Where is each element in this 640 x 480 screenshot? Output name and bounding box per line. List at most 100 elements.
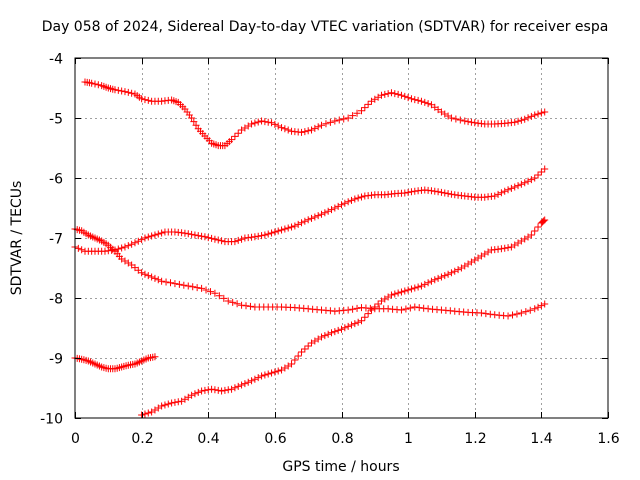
data-point — [361, 313, 369, 321]
data-point — [224, 297, 232, 305]
data-point — [364, 100, 372, 108]
data-point — [344, 306, 352, 314]
data-point — [161, 401, 169, 409]
data-point — [451, 267, 459, 275]
data-point — [482, 310, 490, 318]
data-point — [251, 233, 259, 241]
data-point — [211, 386, 219, 394]
data-point — [318, 210, 326, 218]
data-point — [541, 165, 549, 173]
data-point — [244, 378, 252, 386]
data-point — [522, 308, 530, 316]
data-point — [353, 304, 361, 312]
data-point — [507, 184, 515, 192]
data-point — [417, 282, 425, 290]
data-point — [238, 381, 246, 389]
data-point — [281, 125, 289, 133]
data-point — [497, 245, 505, 253]
data-point — [341, 199, 349, 207]
data-point — [541, 216, 549, 224]
data-point — [357, 193, 365, 201]
data-point — [461, 117, 469, 125]
data-point — [175, 280, 183, 288]
data-point — [198, 387, 206, 395]
data-point — [344, 322, 352, 330]
data-point — [201, 386, 209, 394]
data-point — [517, 309, 525, 317]
data-point — [361, 104, 369, 112]
data-point — [349, 305, 357, 313]
data-point — [204, 386, 212, 394]
data-point — [154, 276, 162, 284]
data-point — [201, 233, 209, 241]
data-point — [114, 245, 122, 253]
data-point — [144, 272, 152, 280]
data-point — [214, 386, 222, 394]
data-point — [304, 216, 312, 224]
data-point — [274, 227, 282, 235]
data-point — [194, 388, 202, 396]
data-point — [246, 302, 254, 310]
data-point — [381, 90, 389, 98]
data-point — [467, 118, 475, 126]
data-point — [406, 304, 414, 312]
data-point — [338, 325, 345, 333]
data-points — [71, 78, 549, 419]
data-point — [271, 228, 279, 236]
data-point — [540, 217, 548, 225]
data-point — [198, 284, 206, 292]
data-point — [534, 110, 542, 118]
data-point — [477, 309, 485, 317]
data-point — [144, 409, 152, 417]
data-point — [509, 311, 517, 319]
data-point — [447, 190, 455, 198]
data-point — [397, 288, 405, 296]
series-b — [71, 225, 549, 320]
data-point — [384, 90, 392, 98]
x-tick-label: 1.6 — [597, 431, 619, 447]
x-tick-label: 0.8 — [331, 431, 353, 447]
data-point — [141, 96, 149, 104]
x-tick-label: 1.4 — [530, 431, 552, 447]
data-point — [431, 187, 439, 195]
data-point — [148, 232, 156, 240]
data-point — [111, 246, 119, 254]
data-point — [351, 195, 359, 203]
data-point — [198, 232, 206, 240]
data-point — [537, 168, 545, 176]
data-point — [291, 222, 299, 230]
data-point — [261, 118, 269, 126]
data-point — [351, 320, 359, 328]
data-point — [218, 387, 226, 395]
data-point — [501, 187, 509, 195]
data-point — [151, 231, 159, 239]
data-point — [264, 118, 272, 126]
data-point — [387, 291, 395, 299]
grid-lines — [75, 58, 608, 418]
data-point — [334, 326, 342, 334]
data-point — [151, 353, 159, 361]
data-point — [401, 287, 409, 295]
data-point — [194, 232, 202, 240]
data-point — [537, 302, 545, 310]
data-point — [228, 385, 236, 393]
data-point — [258, 372, 266, 380]
data-point — [527, 112, 535, 120]
x-tick-label: 0.2 — [131, 431, 153, 447]
data-point — [220, 294, 228, 302]
data-point — [411, 96, 419, 104]
data-point — [414, 283, 422, 291]
data-point — [318, 121, 326, 129]
data-point — [364, 310, 372, 318]
x-tick-label: 0.4 — [197, 431, 219, 447]
y-tick-label: -5 — [49, 112, 63, 128]
data-point — [264, 230, 272, 238]
data-point — [251, 375, 259, 383]
data-point — [261, 371, 269, 379]
data-point — [494, 190, 502, 198]
data-point — [254, 374, 262, 382]
data-point — [271, 368, 279, 376]
data-point — [537, 109, 545, 117]
data-point — [347, 196, 355, 204]
